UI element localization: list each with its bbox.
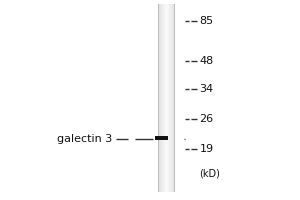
- Bar: [154, 136, 168, 140]
- Text: galectin 3: galectin 3: [57, 134, 112, 144]
- Bar: [174, 4, 175, 192]
- Text: 85: 85: [200, 16, 214, 26]
- Text: 48: 48: [200, 56, 214, 66]
- Text: 19: 19: [200, 144, 214, 154]
- Text: 26: 26: [200, 114, 214, 124]
- Text: 34: 34: [200, 84, 214, 94]
- Text: (kD): (kD): [199, 168, 220, 178]
- Bar: [158, 4, 159, 192]
